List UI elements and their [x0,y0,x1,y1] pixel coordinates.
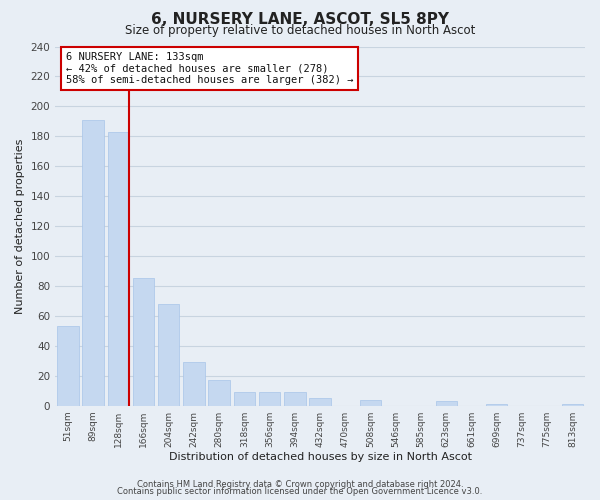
Y-axis label: Number of detached properties: Number of detached properties [15,138,25,314]
Bar [486,404,508,406]
Bar [57,326,79,406]
Text: Size of property relative to detached houses in North Ascot: Size of property relative to detached ho… [125,24,475,37]
Bar [310,398,331,406]
Bar [208,380,230,406]
Bar [82,120,104,406]
Bar [233,392,255,406]
Text: Contains HM Land Registry data © Crown copyright and database right 2024.: Contains HM Land Registry data © Crown c… [137,480,463,489]
Text: 6, NURSERY LANE, ASCOT, SL5 8PY: 6, NURSERY LANE, ASCOT, SL5 8PY [151,12,449,28]
X-axis label: Distribution of detached houses by size in North Ascot: Distribution of detached houses by size … [169,452,472,462]
Bar [360,400,381,406]
Bar [436,401,457,406]
Bar [183,362,205,406]
Bar [133,278,154,406]
Text: Contains public sector information licensed under the Open Government Licence v3: Contains public sector information licen… [118,487,482,496]
Bar [107,132,129,406]
Text: 6 NURSERY LANE: 133sqm
← 42% of detached houses are smaller (278)
58% of semi-de: 6 NURSERY LANE: 133sqm ← 42% of detached… [66,52,353,85]
Bar [158,304,179,406]
Bar [259,392,280,406]
Bar [562,404,583,406]
Bar [284,392,305,406]
